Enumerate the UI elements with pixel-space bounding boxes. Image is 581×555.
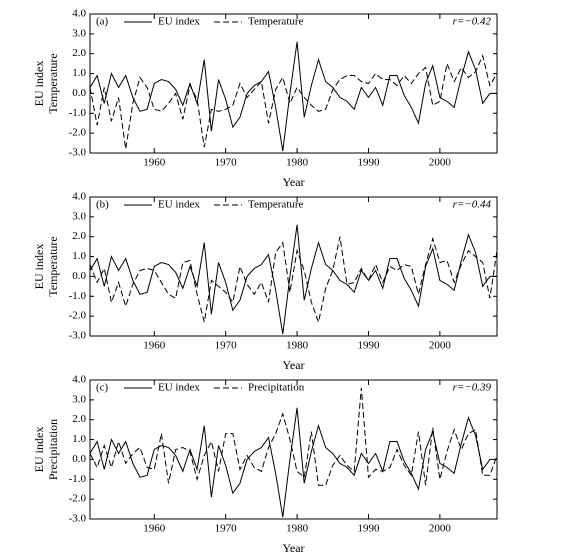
x-tick-label: 1980 xyxy=(286,157,309,169)
y-axis-label: Temperature xyxy=(46,236,60,296)
y-tick-label: 0.0 xyxy=(72,87,86,99)
panel: -3.0 -2.0 -1.0 0.0 1.0 2.0 3.0 4.0 1960 1970 1980 1… xyxy=(32,191,498,372)
y-tick-label: 1.0 xyxy=(72,433,86,445)
y-axis-label: EU index xyxy=(32,61,46,107)
y-tick-label: 4.0 xyxy=(72,8,86,20)
x-tick-label: 1960 xyxy=(143,157,166,169)
legend-label: EU index xyxy=(158,16,200,28)
x-tick-label: 1960 xyxy=(143,523,166,535)
y-axis-label: EU index xyxy=(32,244,46,290)
plot-frame xyxy=(89,379,498,520)
x-tick-label: 1970 xyxy=(215,157,238,169)
plot-frame xyxy=(89,196,498,337)
y-tick-label: -1.0 xyxy=(69,107,87,119)
legend-label: EU index xyxy=(158,199,200,211)
series-line xyxy=(89,236,498,324)
y-tick-label: -3.0 xyxy=(69,513,87,525)
x-tick-label: 1990 xyxy=(357,157,380,169)
correlation-annotation: r=−0.42 xyxy=(453,16,492,28)
x-tick-label: 1960 xyxy=(143,340,166,352)
panel: -3.0 -2.0 -1.0 0.0 1.0 2.0 3.0 4.0 1960 1970 1980 1… xyxy=(32,8,498,189)
y-tick-label: 2.0 xyxy=(72,230,86,242)
y-tick-label: -2.0 xyxy=(69,493,87,505)
y-tick-label: 0.0 xyxy=(72,453,86,465)
legend-label: Temperature xyxy=(248,16,304,28)
y-tick-label: -1.0 xyxy=(69,473,87,485)
x-axis-label: Year xyxy=(282,358,304,372)
y-tick-label: 1.0 xyxy=(72,250,86,262)
x-axis-label: Year xyxy=(282,541,304,555)
series-line xyxy=(89,387,498,486)
x-tick-label: 1970 xyxy=(215,340,238,352)
x-tick-label: 1970 xyxy=(215,523,238,535)
y-tick-label: -2.0 xyxy=(69,310,87,322)
y-tick-label: 4.0 xyxy=(72,191,86,203)
y-axis-label: Precipitation xyxy=(46,419,60,480)
x-axis-label: Year xyxy=(282,175,304,189)
x-tick-label: 1980 xyxy=(286,340,309,352)
y-axis-label: Temperature xyxy=(46,53,60,113)
y-tick-label: 3.0 xyxy=(72,210,86,222)
y-tick-label: 2.0 xyxy=(72,413,86,425)
x-tick-label: 1980 xyxy=(286,523,309,535)
series-line xyxy=(89,54,498,150)
plot-frame xyxy=(89,13,498,154)
y-axis-label: EU index xyxy=(32,427,46,473)
x-tick-label: 1990 xyxy=(357,340,380,352)
y-tick-label: -2.0 xyxy=(69,127,87,139)
y-tick-label: -1.0 xyxy=(69,290,87,302)
x-tick-label: 2000 xyxy=(429,157,452,169)
panel: -3.0 -2.0 -1.0 0.0 1.0 2.0 3.0 4.0 1960 1970 1980 1… xyxy=(32,374,498,555)
y-tick-label: 3.0 xyxy=(72,393,86,405)
y-tick-label: 1.0 xyxy=(72,67,86,79)
series-line xyxy=(89,41,497,152)
legend-label: Precipitation xyxy=(248,382,305,394)
series-line xyxy=(89,224,497,335)
y-tick-label: 3.0 xyxy=(72,27,86,39)
y-tick-label: 2.0 xyxy=(72,47,86,59)
legend-label: Temperature xyxy=(248,199,304,211)
legend-label: EU index xyxy=(158,382,200,394)
correlation-annotation: r=−0.44 xyxy=(453,199,492,211)
y-tick-label: -3.0 xyxy=(69,147,87,159)
y-tick-label: 4.0 xyxy=(72,374,86,386)
series-line xyxy=(89,407,497,518)
y-tick-label: -3.0 xyxy=(69,330,87,342)
x-tick-label: 2000 xyxy=(429,340,452,352)
panel-label: (a) xyxy=(96,16,109,28)
x-tick-label: 2000 xyxy=(429,523,452,535)
panel-label: (c) xyxy=(96,382,109,394)
correlation-annotation: r=−0.39 xyxy=(453,382,492,394)
panel-label: (b) xyxy=(96,199,109,211)
x-tick-label: 1990 xyxy=(357,523,380,535)
y-tick-label: 0.0 xyxy=(72,270,86,282)
